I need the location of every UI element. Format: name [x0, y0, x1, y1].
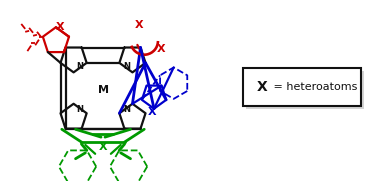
Text: N: N — [76, 105, 83, 114]
Text: X: X — [156, 44, 165, 54]
Text: X: X — [135, 20, 144, 30]
Text: N: N — [76, 62, 83, 71]
Text: = heteroatoms: = heteroatoms — [270, 82, 357, 92]
Bar — [246, 71, 364, 109]
Text: M: M — [98, 85, 108, 95]
Text: X: X — [99, 142, 107, 152]
Text: N: N — [123, 105, 130, 114]
Text: X: X — [56, 22, 64, 32]
Text: X: X — [148, 107, 156, 117]
Text: N: N — [123, 62, 130, 71]
Bar — [243, 68, 361, 106]
Text: X: X — [257, 80, 268, 94]
